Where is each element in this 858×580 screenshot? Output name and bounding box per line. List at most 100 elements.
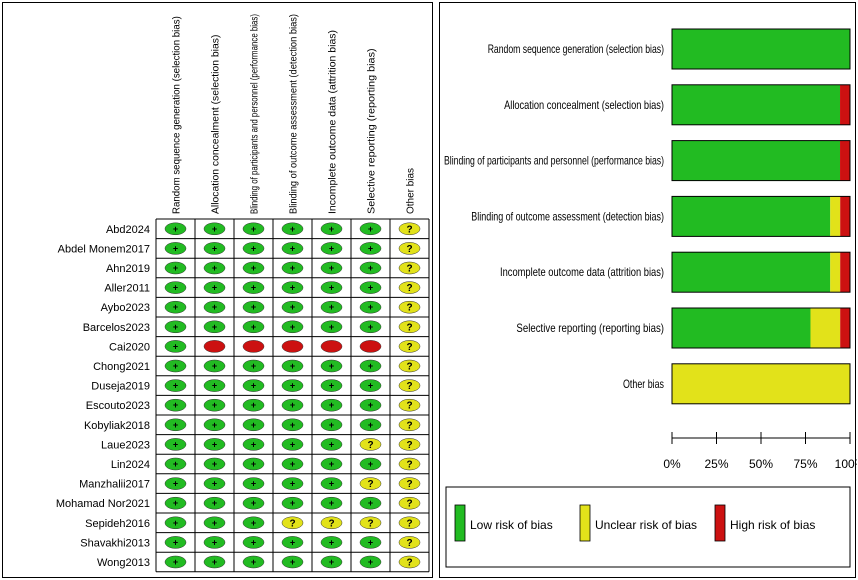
rating-mark-shavakhi2013-1: +	[203, 536, 226, 549]
svg-text:?: ?	[406, 244, 412, 255]
legend-box	[445, 486, 851, 568]
rating-mark-chong2021-1: +	[203, 359, 226, 373]
svg-text:+: +	[173, 518, 178, 528]
svg-text:?: ?	[406, 381, 412, 392]
rating-mark-abdel-monem2017-3: +	[281, 242, 304, 255]
svg-text:+: +	[173, 537, 178, 547]
svg-text:+: +	[329, 263, 334, 273]
svg-text:+: +	[290, 381, 295, 391]
rating-mark-abdel-monem2017-0: +	[164, 242, 187, 255]
svg-text:+: +	[329, 479, 334, 489]
svg-text:+: +	[368, 557, 373, 567]
rating-mark-duseja2019-6: ?	[398, 379, 421, 392]
rating-mark-cai2020-0: +	[164, 340, 187, 353]
rating-mark-laue2023-0: +	[164, 438, 187, 451]
domain-header-blinding-of-outcome-assessment-detection-bias: Blinding of outcome assessment (detectio…	[288, 14, 300, 214]
summary-grid	[155, 218, 430, 573]
rating-mark-wong2013-1: +	[203, 555, 226, 569]
rating-mark-chong2021-5: +	[359, 359, 382, 373]
bar-outline	[671, 84, 851, 126]
svg-text:+: +	[290, 459, 295, 469]
study-label-barcelos2023: Barcelos2023	[83, 322, 150, 334]
rating-mark-lin2024-3: +	[281, 457, 304, 471]
svg-text:+: +	[212, 459, 217, 469]
rating-mark-manzhalii2017-3: +	[281, 477, 304, 490]
bar-segment-high-risk-of-bias-4	[840, 252, 851, 293]
category-label-other-bias: Other bias	[623, 377, 664, 391]
svg-text:?: ?	[406, 558, 412, 569]
x-tick-label-4: 100%	[835, 457, 857, 471]
rating-mark-sepideh2016-0: +	[164, 516, 187, 530]
svg-text:+: +	[251, 400, 256, 410]
bar-segment-unclear-risk-of-bias-6	[672, 363, 850, 404]
legend-item-low-risk-of-bias: Low risk of bias	[454, 504, 553, 542]
svg-text:+: +	[212, 224, 217, 234]
rating-mark-aller2011-0: +	[164, 281, 187, 294]
rating-mark-abd2024-1: +	[203, 222, 226, 236]
svg-text:+: +	[173, 557, 178, 567]
svg-text:+: +	[173, 498, 178, 508]
study-label-laue2023: Laue2023	[101, 439, 150, 451]
rating-mark-lin2024-0: +	[164, 457, 187, 471]
svg-text:?: ?	[289, 518, 295, 529]
svg-text:+: +	[329, 361, 334, 371]
rating-mark-abd2024-4: +	[320, 222, 343, 236]
svg-text:+: +	[290, 479, 295, 489]
rating-mark-kobyliak2018-5: +	[359, 418, 382, 432]
study-label-chong2021: Chong2021	[93, 361, 150, 373]
svg-text:+: +	[212, 263, 217, 273]
rating-mark-sepideh2016-6: ?	[398, 516, 421, 529]
rating-mark-kobyliak2018-2: +	[242, 418, 265, 432]
rating-mark-barcelos2023-3: +	[281, 320, 304, 334]
rating-mark-cai2020-1	[203, 340, 226, 353]
svg-text:?: ?	[406, 440, 412, 451]
svg-text:+: +	[329, 557, 334, 567]
bar-segment-high-risk-of-bias-1	[840, 84, 850, 125]
category-label-selective-reporting-reporting-bias: Selective reporting (reporting bias)	[516, 321, 664, 335]
bar-segment-low-risk-of-bias-2	[672, 140, 841, 181]
rating-mark-cai2020-2	[242, 340, 265, 353]
study-label-shavakhi2013: Shavakhi2013	[80, 537, 150, 549]
rating-mark-mohamad-nor2021-0: +	[164, 496, 187, 510]
svg-text:+: +	[251, 518, 256, 528]
svg-text:+: +	[251, 498, 256, 508]
svg-text:+: +	[212, 518, 217, 528]
risk-of-bias-graph-panel: Random sequence generation (selection bi…	[439, 2, 857, 578]
svg-text:+: +	[368, 243, 373, 253]
svg-text:+: +	[212, 400, 217, 410]
svg-text:+: +	[329, 400, 334, 410]
rating-mark-duseja2019-2: +	[242, 379, 265, 392]
rating-mark-abd2024-5: +	[359, 222, 382, 236]
svg-text:+: +	[329, 459, 334, 469]
rating-mark-aller2011-5: +	[359, 281, 382, 294]
rating-mark-abdel-monem2017-4: +	[320, 242, 343, 255]
svg-text:+: +	[368, 361, 373, 371]
rating-mark-shavakhi2013-6: ?	[398, 536, 421, 549]
svg-text:+: +	[212, 361, 217, 371]
svg-text:+: +	[212, 439, 217, 449]
rating-mark-mohamad-nor2021-5: +	[359, 496, 382, 510]
bar-outline	[671, 363, 851, 405]
rating-mark-mohamad-nor2021-4: +	[320, 496, 343, 510]
study-label-abd2024: Abd2024	[106, 224, 150, 236]
svg-text:?: ?	[367, 479, 373, 490]
svg-text:+: +	[173, 479, 178, 489]
rating-mark-chong2021-3: +	[281, 359, 304, 373]
svg-text:+: +	[173, 459, 178, 469]
rating-mark-lin2024-4: +	[320, 457, 343, 471]
svg-text:?: ?	[406, 283, 412, 294]
svg-text:+: +	[212, 283, 217, 293]
svg-text:?: ?	[406, 460, 412, 471]
bar-segment-unclear-risk-of-bias-5	[810, 308, 841, 348]
svg-text:+: +	[212, 381, 217, 391]
svg-text:+: +	[368, 537, 373, 547]
svg-text:+: +	[251, 557, 256, 567]
rating-mark-aybo2023-0: +	[164, 300, 187, 314]
rating-mark-abdel-monem2017-5: +	[359, 242, 382, 255]
svg-text:+: +	[173, 420, 178, 430]
rating-mark-barcelos2023-0: +	[164, 320, 187, 334]
rating-mark-wong2013-0: +	[164, 555, 187, 569]
bar-outline	[671, 251, 851, 293]
svg-text:+: +	[212, 498, 217, 508]
svg-text:+: +	[251, 263, 256, 273]
